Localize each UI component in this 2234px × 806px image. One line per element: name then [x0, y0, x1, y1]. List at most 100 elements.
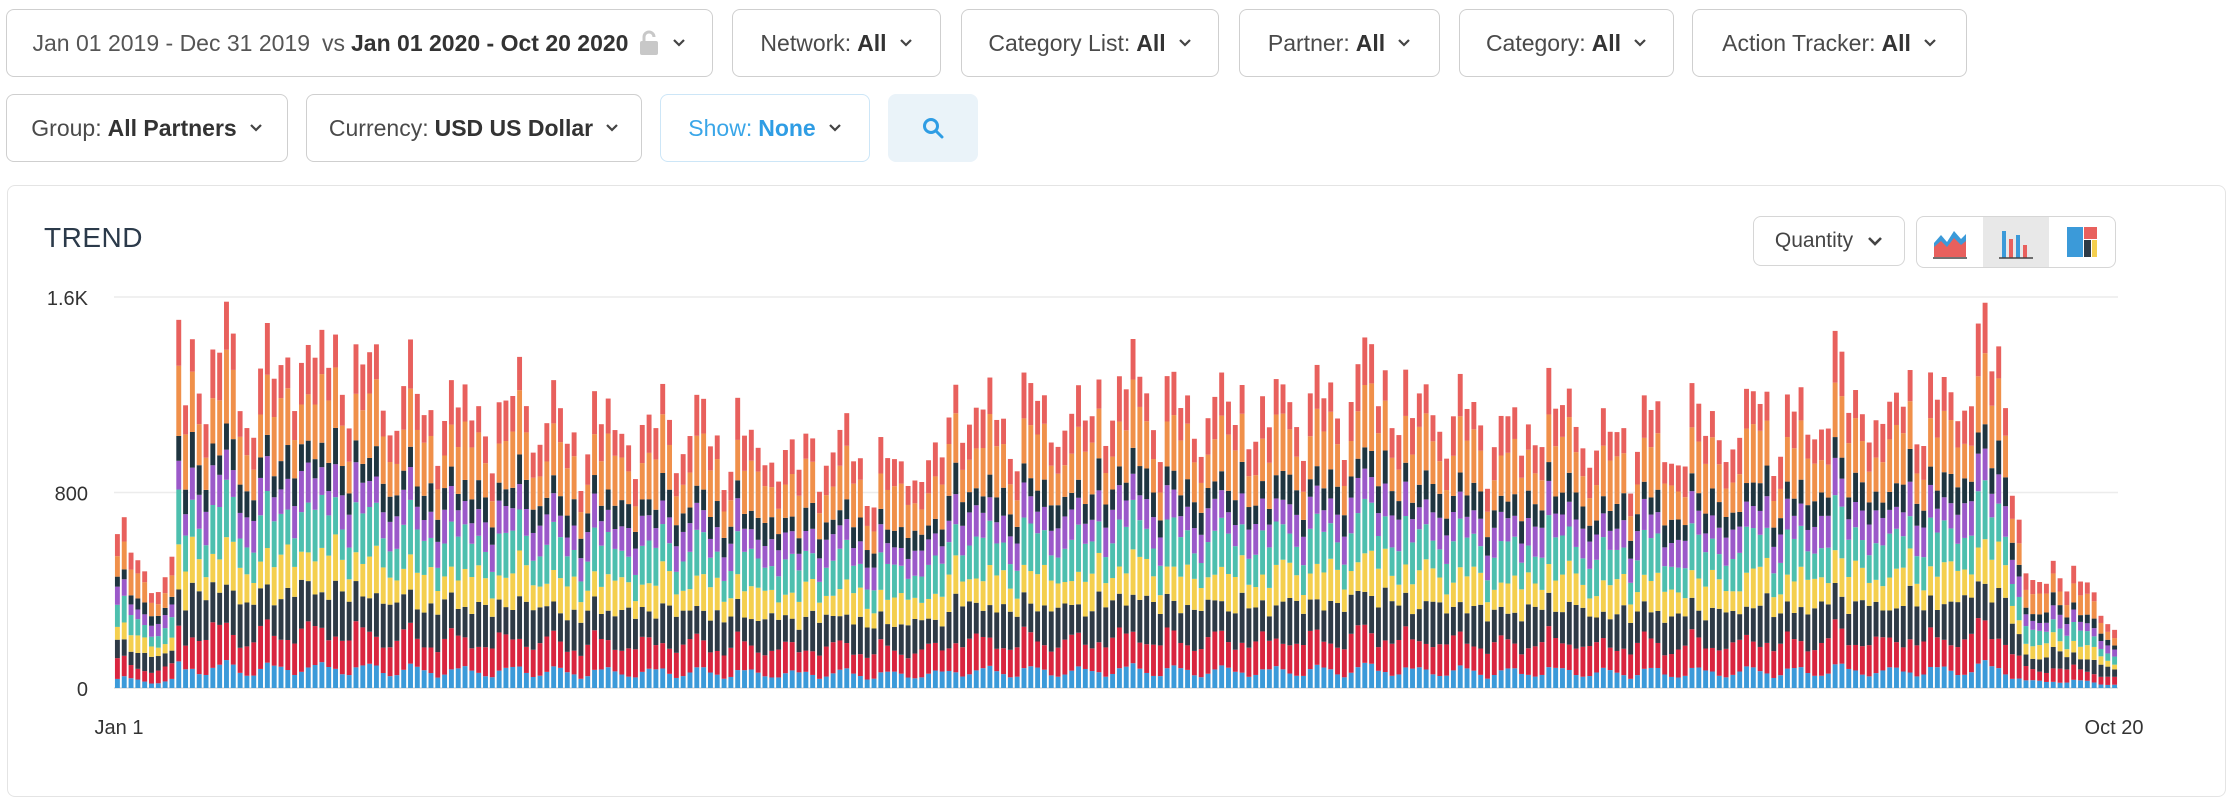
bar-segment: [224, 349, 229, 424]
bar-segment: [1219, 490, 1225, 518]
bar-segment: [237, 411, 243, 437]
bar-segment: [2037, 680, 2043, 688]
bar-segment: [258, 414, 264, 458]
action-tracker-filter[interactable]: Action Tracker: All: [1692, 9, 1967, 77]
bar-segment: [619, 526, 625, 551]
treemap-button[interactable]: [2049, 217, 2115, 267]
group-filter[interactable]: Group: All Partners: [6, 94, 288, 162]
partner-filter[interactable]: Partner: All: [1239, 9, 1440, 77]
bar-segment: [1975, 432, 1981, 454]
bar-segment: [1110, 543, 1116, 579]
bar-segment: [373, 545, 379, 594]
bar-segment: [571, 432, 577, 457]
bar-chart-button[interactable]: [1983, 217, 2049, 267]
bar-segment: [1791, 668, 1797, 688]
bar-segment: [1253, 641, 1259, 675]
bar-segment: [837, 548, 843, 590]
bar-segment: [1819, 515, 1824, 549]
bar-segment: [551, 521, 557, 570]
bar-segment: [1055, 473, 1061, 506]
bar-segment: [1750, 506, 1756, 529]
bar-segment: [2112, 638, 2118, 646]
bar-segment: [1934, 399, 1940, 438]
bar-segment: [285, 587, 291, 640]
bar-segment: [994, 648, 1000, 672]
bar-segment: [585, 513, 591, 533]
bar-segment: [1859, 441, 1865, 483]
show-filter[interactable]: Show: None: [660, 94, 870, 162]
bar-segment: [1410, 542, 1415, 585]
bar-segment: [2003, 477, 2008, 507]
bar-segment: [585, 532, 591, 562]
bar-segment: [1491, 589, 1497, 610]
currency-filter[interactable]: Currency: USD US Dollar: [306, 94, 642, 162]
bar-segment: [1594, 520, 1600, 535]
bar-segment: [1450, 635, 1456, 671]
bar-segment: [544, 636, 550, 672]
bar-segment: [1635, 531, 1640, 561]
area-chart-button[interactable]: [1917, 217, 1983, 267]
bar-segment: [1498, 455, 1504, 496]
bar-segment: [271, 417, 277, 477]
bar-segment: [1635, 484, 1640, 515]
bar-segment: [1355, 513, 1361, 563]
bar-segment: [926, 618, 932, 644]
bar-segment: [1382, 672, 1388, 688]
bar-segment: [1328, 643, 1334, 670]
bar-segment: [973, 536, 979, 579]
bar-segment: [462, 606, 468, 638]
bar-segment: [537, 607, 543, 644]
bar-segment: [1110, 509, 1116, 544]
bar-segment: [701, 610, 707, 641]
bar-segment: [169, 650, 175, 664]
bar-segment: [1382, 587, 1388, 641]
category-filter[interactable]: Category: All: [1459, 9, 1674, 77]
bar-segment: [1839, 457, 1845, 479]
bar-segment: [1641, 668, 1647, 688]
bar-segment: [1812, 463, 1818, 502]
bar-segment: [1955, 602, 1961, 648]
bar-segment: [380, 673, 386, 688]
bar-segment: [2009, 495, 2015, 519]
bar-segment: [1226, 512, 1231, 534]
bar-segment: [483, 497, 488, 523]
bar-segment: [442, 599, 448, 639]
bar-segment: [142, 602, 148, 615]
bar-segment: [1784, 394, 1790, 438]
bar-segment: [503, 400, 509, 442]
bar-segment: [1730, 512, 1736, 530]
bar-segment: [2105, 639, 2111, 646]
bar-segment: [1069, 634, 1075, 671]
metric-dropdown[interactable]: Quantity: [1753, 216, 1905, 266]
category-list-filter[interactable]: Category List: All: [961, 9, 1219, 77]
bar-segment: [1887, 401, 1893, 440]
bar-segment: [442, 488, 448, 510]
network-filter[interactable]: Network: All: [732, 9, 941, 77]
bar-segment: [1573, 648, 1579, 676]
bar-segment: [571, 456, 577, 500]
bar-segment: [367, 598, 373, 632]
bar-segment: [1007, 564, 1013, 589]
bar-segment: [230, 664, 236, 688]
bar-segment: [1253, 607, 1259, 642]
bar-segment: [149, 602, 154, 617]
bar-segment: [1280, 413, 1286, 471]
bar-segment: [1873, 420, 1879, 458]
bar-segment: [673, 571, 679, 595]
bar-segment: [558, 641, 563, 668]
bar-segment: [1478, 648, 1484, 675]
bar-segment: [387, 647, 393, 677]
bar-segment: [1553, 446, 1559, 497]
bar-segment: [1594, 617, 1600, 643]
bar-segment: [2091, 674, 2097, 683]
search-button[interactable]: [888, 94, 978, 162]
bar-segment: [660, 668, 666, 688]
bar-segment: [1082, 668, 1088, 688]
bar-segment: [1928, 666, 1934, 688]
bar-segment: [530, 610, 536, 650]
bar-segment: [653, 645, 659, 670]
date-range-filter[interactable]: Jan 01 2019 - Dec 31 2019 vs Jan 01 2020…: [6, 9, 713, 77]
bar-segment: [1832, 495, 1838, 551]
bar-segment: [1375, 536, 1381, 569]
bar-segment: [544, 544, 550, 584]
